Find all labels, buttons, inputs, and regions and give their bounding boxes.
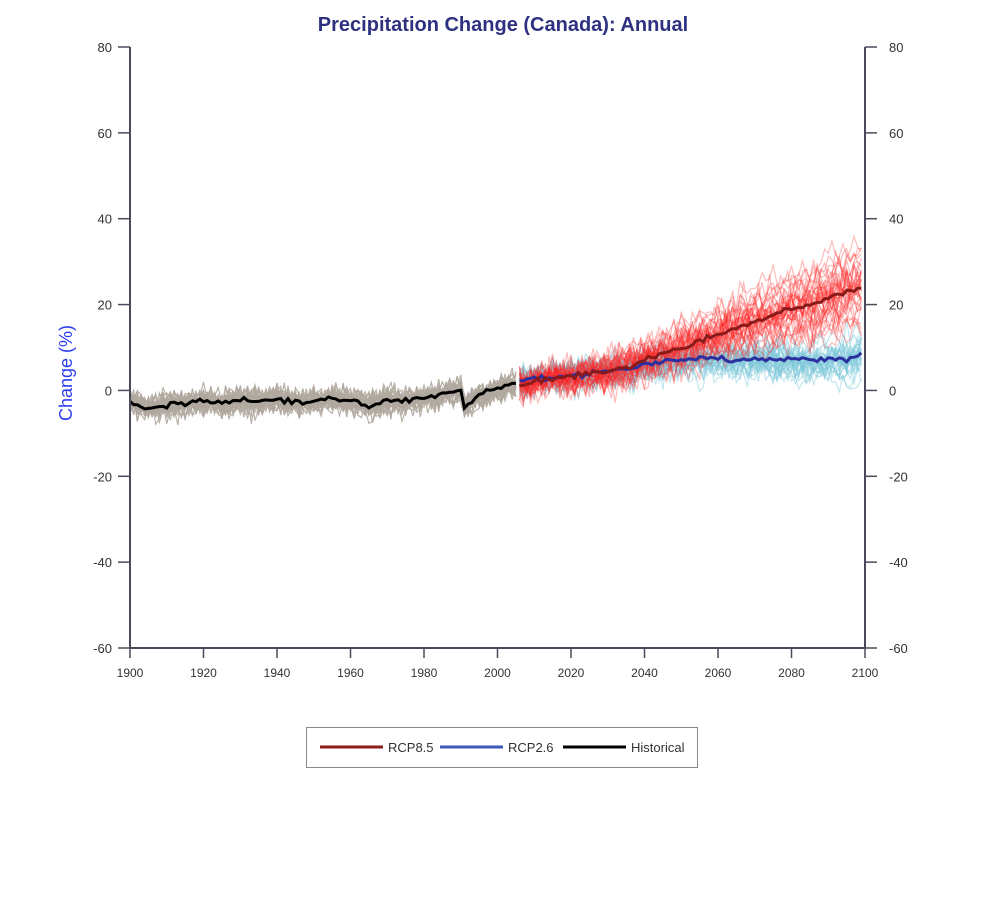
x-tick-label: 2100 [852, 666, 879, 680]
ensemble-line-rcp85 [518, 263, 862, 404]
ensemble-line-rcp85 [518, 311, 862, 399]
chart-title: Precipitation Change (Canada): Annual [318, 14, 688, 36]
ensemble-line-rcp85 [518, 257, 862, 395]
ensemble-line-rcp26 [519, 351, 862, 393]
x-tick-label: 1960 [337, 666, 364, 680]
ensemble-line-rcp26 [518, 319, 862, 392]
ensemble-line-rcp26 [518, 335, 862, 399]
y-tick-label-right: 0 [889, 383, 896, 398]
y-tick-label: 40 [98, 212, 112, 227]
ensemble-line-rcp85 [518, 271, 862, 396]
ensemble-line-rcp26 [518, 335, 862, 387]
ensemble-line-rcp26 [519, 347, 862, 400]
ensemble-line-rcp85 [518, 260, 862, 393]
ensemble-line-rcp85 [518, 247, 862, 410]
ensemble-line-rcp85 [518, 281, 862, 398]
ensemble-line-historical [129, 374, 517, 421]
x-tick-label: 1980 [411, 666, 438, 680]
y-tick-label-right: 40 [889, 212, 903, 227]
ensemble-line-rcp85 [518, 294, 862, 401]
ensemble-line-historical [129, 371, 517, 420]
y-tick-label-right: 60 [889, 126, 903, 141]
y-tick-label: -20 [93, 469, 112, 484]
x-tick-label: 2060 [705, 666, 732, 680]
ensemble-line-rcp85 [518, 287, 862, 402]
ensemble-line-rcp85 [519, 271, 862, 393]
y-tick-label: 0 [105, 383, 112, 398]
y-tick-label: 80 [98, 40, 112, 55]
x-tick-label: 1940 [264, 666, 291, 680]
x-tick-label: 1900 [117, 666, 144, 680]
ensemble-line-rcp85 [518, 293, 862, 398]
ensemble-line-rcp26 [519, 341, 862, 394]
y-tick-label-right: 80 [889, 40, 903, 55]
plot-area [129, 234, 863, 426]
ensemble-line-rcp85 [519, 273, 862, 391]
y-tick-label-right: 20 [889, 298, 903, 313]
y-tick-label: 20 [98, 298, 112, 313]
y-tick-label-right: -40 [889, 555, 908, 570]
legend: RCP8.5 RCP2.6 Historical [306, 727, 698, 768]
ensemble-line-rcp85 [519, 282, 862, 397]
ensemble-line-rcp26 [519, 356, 862, 395]
ensemble-line-rcp85 [519, 292, 862, 401]
mean-line-historical [129, 381, 516, 412]
y-tick-label-right: -20 [889, 469, 908, 484]
x-tick-label: 1920 [190, 666, 217, 680]
ensemble-line-rcp85 [518, 301, 862, 398]
x-tick-label: 2080 [778, 666, 805, 680]
y-axis-label: Change (%) [56, 325, 76, 421]
y-tick-label-right: -60 [889, 641, 908, 656]
x-tick-label: 2040 [631, 666, 658, 680]
y-tick-label: -40 [93, 555, 112, 570]
ensemble-line-rcp85 [518, 278, 862, 402]
x-tick-label: 2000 [484, 666, 511, 680]
y-tick-label: -60 [93, 641, 112, 656]
ensemble-line-rcp85 [518, 269, 862, 393]
x-tick-label: 2020 [558, 666, 585, 680]
ensemble-line-rcp26 [518, 347, 862, 400]
ensemble-line-rcp85 [519, 270, 862, 388]
legend-label: Historical [631, 740, 685, 755]
ensemble-line-rcp85 [519, 315, 862, 404]
ensemble-line-rcp85 [519, 251, 862, 388]
mean-line-rcp85 [519, 286, 862, 388]
legend-label: RCP8.5 [388, 740, 434, 755]
ensemble-line-rcp26 [518, 334, 862, 390]
y-tick-label: 60 [98, 126, 112, 141]
ensemble-line-rcp26 [518, 350, 862, 404]
legend-label: RCP2.6 [508, 740, 554, 755]
